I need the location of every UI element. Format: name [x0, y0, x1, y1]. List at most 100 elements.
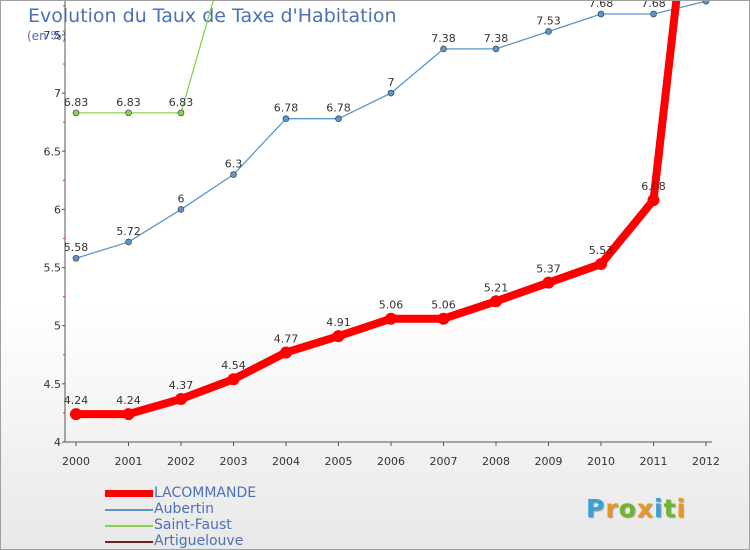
data-point-aubertin [702, 1, 710, 5]
data-label-lacommande: 5.21 [484, 281, 509, 294]
data-point-lacommande [280, 346, 292, 359]
data-point-aubertin [72, 254, 80, 262]
x-tick-label: 2003 [220, 455, 248, 468]
data-label-aubertin: 7.68 [589, 1, 614, 10]
y-tick-label: 6.5 [44, 145, 62, 158]
x-tick-label: 2011 [640, 455, 668, 468]
data-point-aubertin [282, 115, 290, 122]
data-point-saint-faust [125, 109, 132, 117]
x-tick-label: 2005 [325, 455, 353, 468]
x-tick-label: 2010 [587, 455, 615, 468]
data-point-lacommande [175, 392, 187, 405]
y-tick-label: 4 [54, 436, 61, 449]
data-label-aubertin: 6 [178, 192, 185, 205]
data-label-aubertin: 7.53 [536, 14, 561, 27]
data-point-aubertin [335, 115, 342, 122]
legend-swatch-saint-faust [105, 525, 153, 527]
x-tick-label: 2008 [482, 455, 510, 468]
data-label-aubertin: 7.38 [484, 32, 509, 45]
x-tick-label: 2001 [115, 455, 143, 468]
y-tick-label: 7.5 [44, 29, 62, 42]
data-label-aubertin: 7 [388, 76, 395, 89]
data-point-aubertin [597, 10, 605, 18]
data-label-lacommande: 4.54 [221, 359, 246, 372]
x-tick-label: 2002 [167, 455, 195, 468]
data-point-lacommande [437, 312, 450, 325]
data-label-aubertin: 7.38 [431, 32, 456, 45]
data-label-aubertin: 6.3 [225, 158, 243, 171]
data-point-lacommande [227, 373, 240, 386]
data-label-aubertin: 6.78 [326, 102, 351, 115]
data-label-lacommande: 5.37 [536, 263, 561, 276]
data-point-lacommande [122, 408, 135, 421]
x-tick-label: 2007 [430, 455, 458, 468]
y-tick-label: 4.5 [44, 378, 62, 391]
data-point-lacommande [647, 194, 660, 207]
logo-letter: P [586, 494, 606, 523]
x-tick-label: 2004 [272, 455, 300, 468]
data-point-lacommande [385, 312, 397, 325]
data-label-lacommande: 6.08 [641, 180, 666, 193]
y-unit-label: (en %) [27, 29, 67, 43]
data-label-lacommande: 5.06 [379, 299, 404, 312]
data-point-lacommande [70, 408, 82, 421]
data-point-aubertin [440, 45, 447, 53]
data-point-aubertin [650, 10, 657, 18]
legend-label-aubertin: Aubertin [154, 501, 214, 517]
data-point-aubertin [125, 238, 132, 246]
x-tick-label: 2012 [692, 455, 720, 468]
data-label-lacommande: 4.91 [326, 316, 351, 329]
data-label-saint-faust: 6.83 [64, 96, 89, 109]
legend-label-lacommande: LACOMMANDE [154, 485, 257, 501]
data-label-lacommande: 5.06 [431, 299, 456, 312]
legend-label-artiguelouve: Artiguelouve [154, 533, 244, 549]
data-point-lacommande [490, 295, 502, 308]
logo-letter: r [605, 494, 619, 523]
data-label-aubertin: 7.68 [641, 1, 666, 10]
legend-swatch-lacommande [105, 490, 153, 497]
y-tick-label: 5.5 [44, 262, 62, 275]
y-tick-label: 7 [54, 87, 61, 100]
legend-label-saint-faust: Saint-Faust [154, 517, 232, 533]
data-label-lacommande: 5.53 [589, 244, 614, 257]
chart-title: Evolution du Taux de Taxe d'Habitation [28, 5, 397, 27]
data-label-aubertin: 5.58 [64, 241, 89, 254]
logo-letter: x [636, 494, 654, 523]
series-line-lacommande [72, 1, 681, 419]
data-point-aubertin [387, 89, 395, 97]
data-label-lacommande: 4.77 [274, 332, 299, 345]
data-labels: 888.49.739.739.739.739.739.7310.2210.221… [64, 1, 666, 407]
data-point-aubertin [492, 45, 500, 53]
data-point-aubertin [230, 171, 237, 178]
axes: 44.555.566.577.588.599.51010.52000200120… [44, 1, 720, 468]
data-label-lacommande: 4.24 [116, 394, 141, 407]
y-tick-label: 5 [54, 320, 61, 333]
data-point-aubertin [177, 206, 185, 213]
x-tick-label: 2009 [535, 455, 563, 468]
logo-letter: i [676, 494, 687, 523]
data-point-lacommande [332, 330, 345, 343]
data-point-lacommande [542, 276, 555, 289]
data-label-saint-faust: 6.83 [169, 96, 194, 109]
x-tick-label: 2000 [62, 455, 90, 468]
logo-letter: t [663, 494, 677, 523]
data-point-saint-faust [72, 109, 80, 117]
data-label-aubertin: 5.72 [116, 225, 141, 238]
y-tick-label: 6 [54, 203, 61, 216]
data-point-lacommande [595, 258, 607, 271]
data-label-aubertin: 6.78 [274, 102, 299, 115]
legend-swatch-artiguelouve [105, 541, 153, 543]
data-label-saint-faust: 6.83 [116, 96, 141, 109]
data-label-lacommande: 4.24 [64, 394, 89, 407]
data-point-saint-faust [177, 109, 185, 117]
series-line-aubertin [75, 1, 707, 259]
logo-letter: o [618, 494, 637, 523]
proxiti-logo: Proxiti [586, 494, 686, 523]
data-point-aubertin [545, 28, 552, 35]
x-tick-label: 2006 [377, 455, 405, 468]
legend-swatch-aubertin [105, 509, 153, 511]
series-lines [70, 1, 710, 421]
data-label-lacommande: 4.37 [169, 379, 194, 392]
